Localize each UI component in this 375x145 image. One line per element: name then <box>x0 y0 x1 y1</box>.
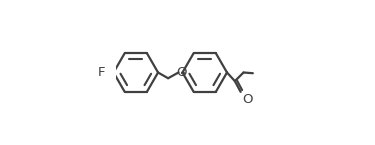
Text: O: O <box>242 93 252 106</box>
Text: O: O <box>176 66 186 79</box>
Text: F: F <box>98 66 106 79</box>
